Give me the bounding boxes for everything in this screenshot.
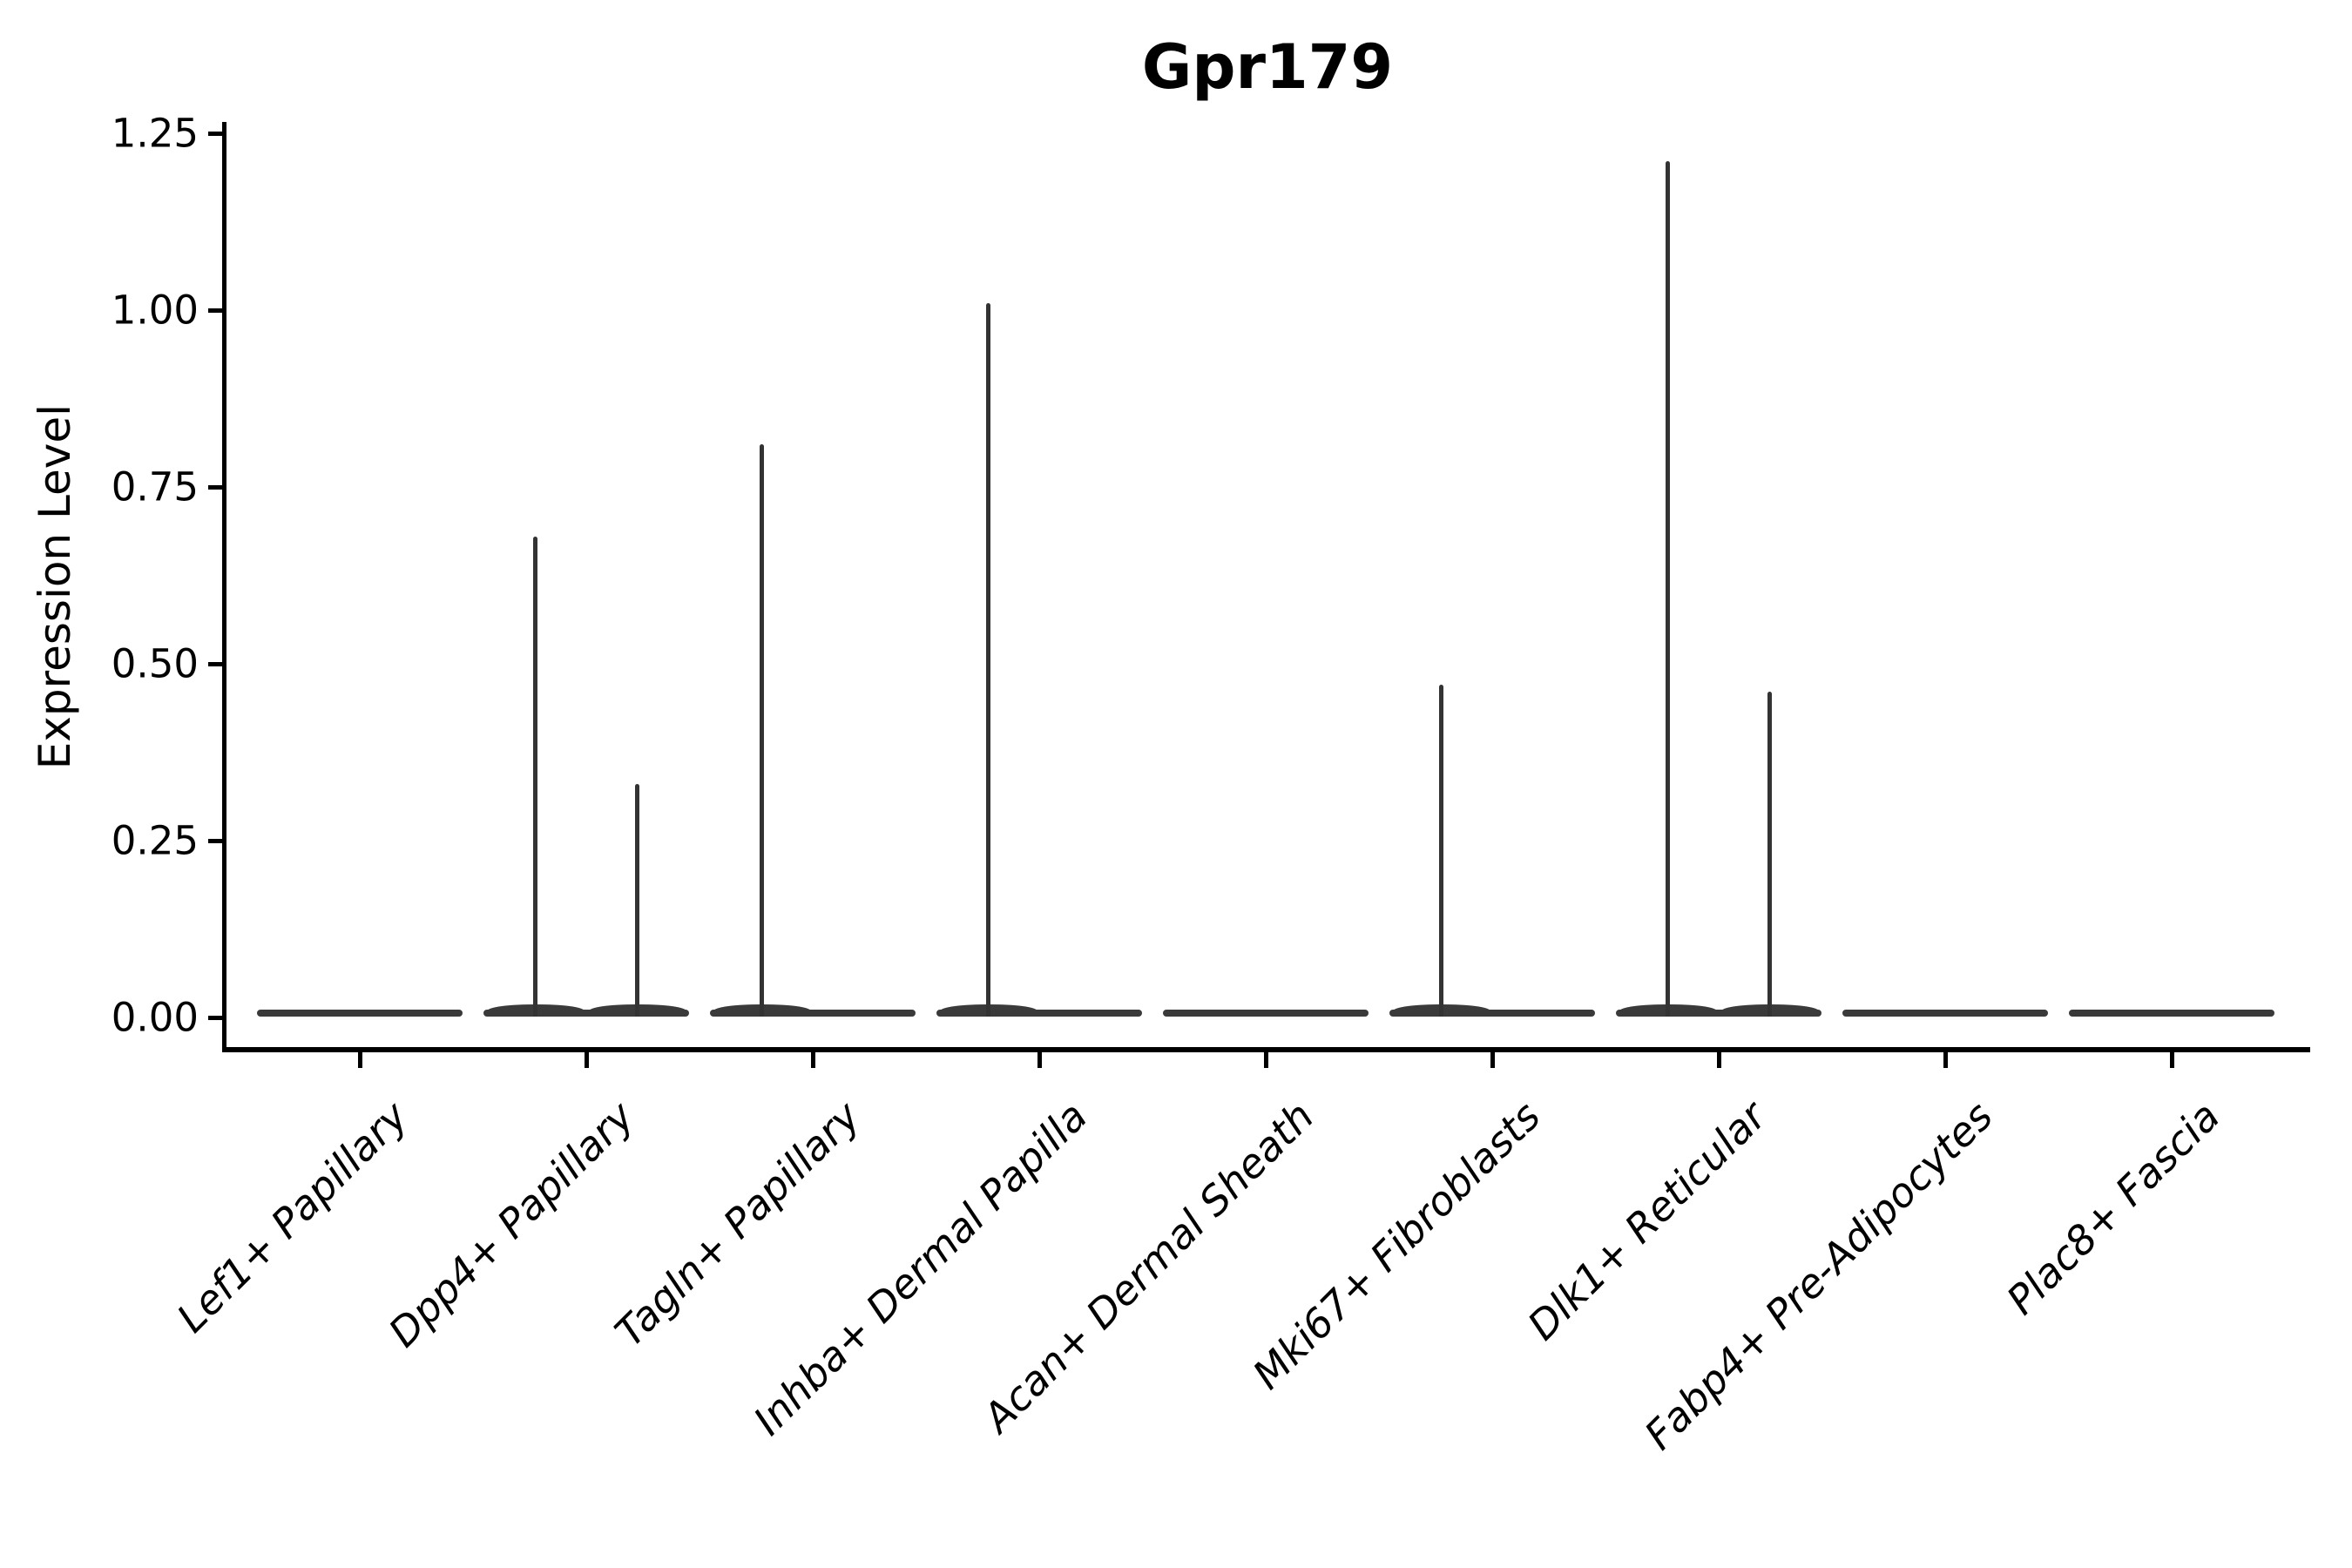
violin-max-spike <box>533 536 537 1017</box>
y-tick-mark <box>207 308 222 313</box>
y-axis-spine <box>221 122 226 1052</box>
violin-max-spike <box>760 444 764 1017</box>
violin-body <box>1616 1010 1821 1017</box>
y-tick-mark <box>207 1015 222 1020</box>
x-tick-mark <box>357 1052 362 1068</box>
x-tick-mark <box>2169 1052 2174 1068</box>
x-tick-mark <box>1037 1052 1042 1068</box>
y-tick-label: 1.25 <box>111 110 199 157</box>
violin-body <box>483 1010 689 1017</box>
violin-body <box>710 1010 916 1017</box>
y-tick-mark <box>207 484 222 490</box>
x-tick-label: Tagln+ Papillary <box>605 1092 870 1356</box>
y-tick-label: 0.00 <box>111 994 199 1041</box>
violin-body <box>1842 1010 2048 1017</box>
x-tick-mark <box>1716 1052 1721 1068</box>
x-tick-mark <box>810 1052 815 1068</box>
violin-body <box>2069 1010 2274 1017</box>
violin-max-spike <box>986 302 990 1017</box>
x-tick-mark <box>1263 1052 1268 1068</box>
x-tick-label: Lef1+ Papillary <box>167 1092 417 1342</box>
x-tick-label: Dpp4+ Papillary <box>379 1092 644 1356</box>
y-tick-label: 0.75 <box>111 463 199 510</box>
x-tick-label: Dlk1+ Reticular <box>1518 1092 1776 1349</box>
x-tick-mark <box>1943 1052 1948 1068</box>
chart-title: Gpr179 <box>1141 31 1394 103</box>
y-axis-title-container: Expression Level <box>24 122 85 1052</box>
x-axis-spine <box>221 1047 2310 1052</box>
violin-body <box>257 1010 463 1017</box>
violin-max-spike <box>635 784 639 1017</box>
violin-body <box>936 1010 1142 1017</box>
y-tick-mark <box>207 838 222 843</box>
y-tick-mark <box>207 131 222 136</box>
y-axis-title: Expression Level <box>30 404 80 770</box>
violin-max-spike <box>1666 161 1670 1017</box>
y-tick-mark <box>207 661 222 666</box>
violin-max-spike <box>1439 685 1443 1017</box>
violin-max-spike <box>1767 692 1772 1017</box>
x-tick-label: Plac8+ Fascia <box>1997 1092 2229 1324</box>
x-tick-mark <box>584 1052 589 1068</box>
y-tick-label: 1.00 <box>111 287 199 334</box>
violin-body <box>1389 1010 1595 1017</box>
y-tick-label: 0.25 <box>111 817 199 864</box>
x-tick-mark <box>1490 1052 1495 1068</box>
violin-body <box>1163 1010 1369 1017</box>
y-tick-label: 0.50 <box>111 640 199 687</box>
